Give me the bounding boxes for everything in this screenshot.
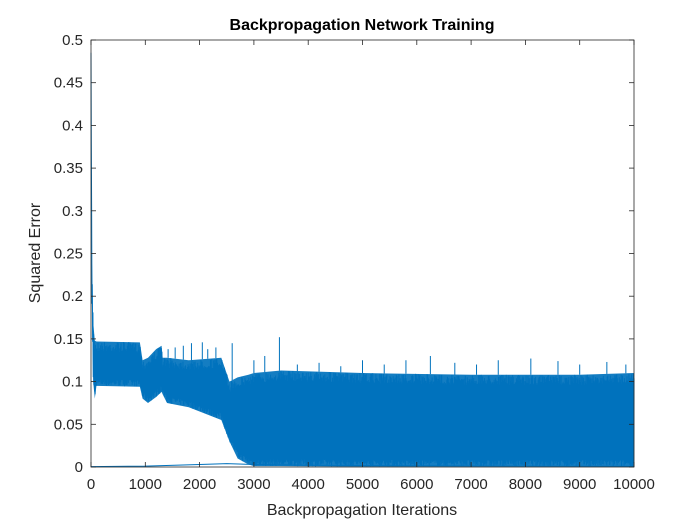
y-tick-label: 0.3 [62,203,83,220]
x-tick-label: 7000 [454,476,487,493]
y-tick-label: 0.25 [54,246,83,263]
y-tick-label: 0.45 [54,75,83,92]
x-tick-label: 2000 [183,476,216,493]
x-tick-label: 5000 [346,476,379,493]
y-tick-label: 0.5 [62,32,83,49]
x-axis-label: Backpropagation Iterations [267,502,457,519]
x-tick-label: 9000 [563,476,596,493]
y-tick-label: 0.2 [62,288,83,305]
x-tick-label: 10000 [613,476,655,493]
x-axis-ticks: 0 1000 2000 3000 4000 5000 6000 7000 8000 9000 100… [87,40,655,493]
y-axis-ticks: 0 0.05 0.1 0.15 0.2 0.25 0.3 0.35 0.4 0.45 0.5 [54,32,634,476]
y-tick-label: 0.35 [54,160,83,177]
y-tick-label: 0.4 [62,117,83,134]
x-tick-label: 4000 [292,476,325,493]
y-tick-label: 0.15 [54,331,83,348]
y-tick-label: 0 [75,459,83,476]
y-tick-label: 0.05 [54,416,83,433]
series-layer [90,52,635,468]
error-series-line [90,52,635,467]
chart-title: Backpropagation Network Training [230,17,495,34]
y-axis-label: Squared Error [27,202,44,303]
x-tick-label: 0 [87,476,95,493]
x-tick-label: 6000 [400,476,433,493]
y-tick-label: 0.1 [62,374,83,391]
x-tick-label: 3000 [237,476,270,493]
x-tick-label: 8000 [509,476,542,493]
x-tick-label: 1000 [129,476,162,493]
